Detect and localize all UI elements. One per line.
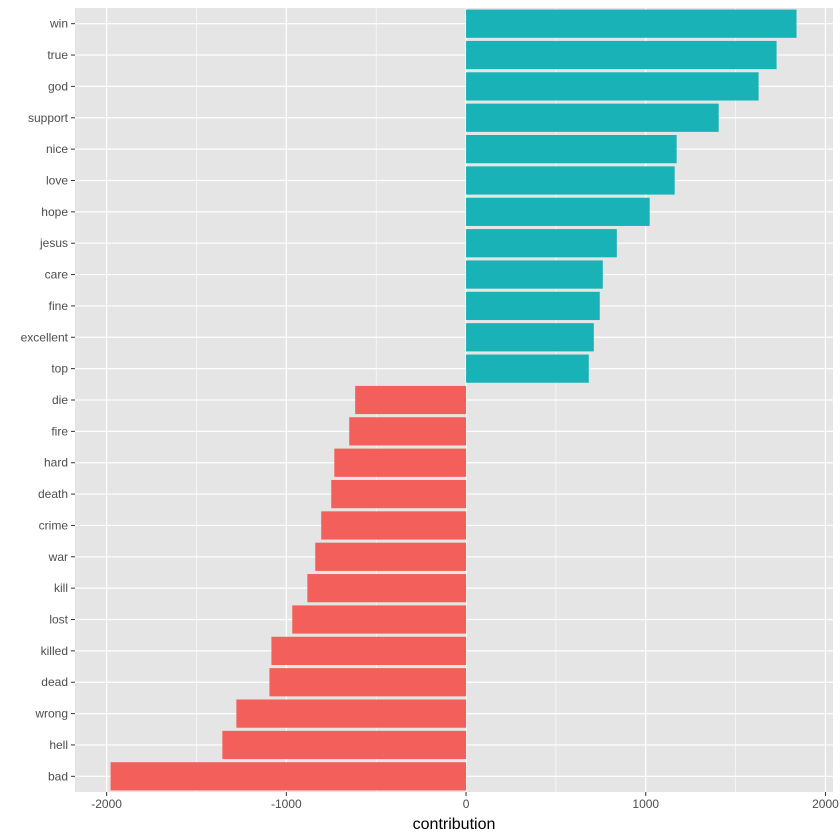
y-tick-label: win xyxy=(49,17,68,31)
bar-lost xyxy=(292,605,467,634)
y-tick-label: hell xyxy=(49,738,68,752)
y-tick-label: kill xyxy=(54,581,68,595)
y-tick-label: excellent xyxy=(21,330,69,344)
y-tick-label: dead xyxy=(41,675,68,689)
y-tick-label: death xyxy=(38,487,68,501)
bar-excellent xyxy=(466,323,594,352)
x-tick-label: -1000 xyxy=(271,797,302,811)
y-axis: win true god support nice love hope jesus care fi… xyxy=(21,17,75,783)
bar-bad xyxy=(110,762,467,791)
y-tick-label: wrong xyxy=(34,707,68,721)
bar-fine xyxy=(466,291,600,321)
y-tick-label: god xyxy=(48,79,68,93)
bar-wrong xyxy=(236,699,467,728)
x-tick-label: 1000 xyxy=(632,797,659,811)
bar-nice xyxy=(466,135,677,164)
x-tick-label: 2000 xyxy=(812,797,839,811)
bar-death xyxy=(331,479,467,509)
bar-die xyxy=(355,385,467,415)
y-tick-label: die xyxy=(52,393,68,407)
y-tick-label: jesus xyxy=(39,236,68,250)
y-tick-label: hard xyxy=(44,456,68,470)
bar-kill xyxy=(307,574,467,603)
bar-love xyxy=(466,166,675,195)
y-tick-label: top xyxy=(51,362,68,376)
bar-top xyxy=(466,354,589,383)
y-tick-label: crime xyxy=(39,518,69,532)
y-tick-label: nice xyxy=(46,142,68,156)
y-tick-label: bad xyxy=(48,769,68,783)
y-tick-label: care xyxy=(45,268,69,282)
y-tick-label: fire xyxy=(51,424,68,438)
bar-jesus xyxy=(466,229,617,258)
y-tick-label: love xyxy=(46,173,68,187)
bar-win xyxy=(466,9,797,38)
bar-care xyxy=(466,260,603,289)
bar-hope xyxy=(466,197,650,226)
x-axis-title: contribution xyxy=(413,816,496,833)
bar-crime xyxy=(321,511,467,540)
y-tick-label: lost xyxy=(49,613,68,627)
bar-war xyxy=(315,542,467,571)
bar-true xyxy=(466,40,777,70)
y-tick-label: hope xyxy=(41,205,68,219)
y-tick-label: fine xyxy=(49,299,69,313)
bar-dead xyxy=(269,668,467,697)
x-tick-label: -2000 xyxy=(91,797,122,811)
x-tick-label: 0 xyxy=(463,797,470,811)
bar-hell xyxy=(222,730,467,760)
bars xyxy=(110,9,797,791)
y-tick-label: killed xyxy=(41,644,68,658)
bar-support xyxy=(466,103,719,132)
y-tick-label: true xyxy=(47,48,68,62)
bar-hard xyxy=(334,448,467,477)
x-axis: -2000 -1000 0 1000 2000 xyxy=(91,792,839,811)
y-tick-label: war xyxy=(48,550,68,564)
bar-fire xyxy=(349,417,467,446)
y-tick-label: support xyxy=(28,111,69,125)
bar-killed xyxy=(271,636,467,665)
bar-god xyxy=(466,72,759,101)
